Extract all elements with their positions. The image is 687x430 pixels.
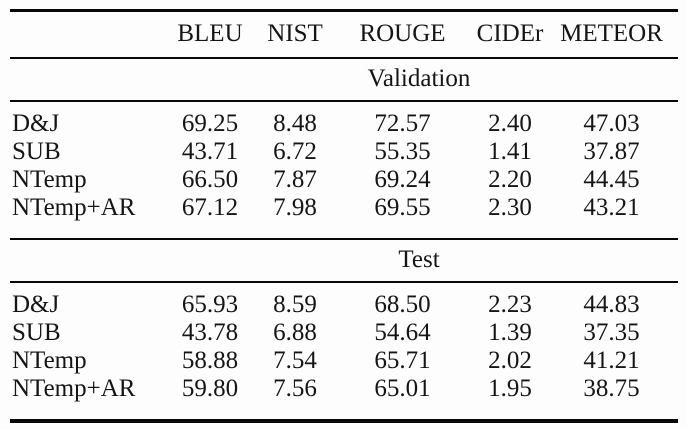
row-label: SUB — [12, 137, 61, 165]
table-row: NTemp+AR 67.12 7.98 69.55 2.30 43.21 — [10, 194, 678, 239]
column-header-meteor: METEOR — [545, 10, 678, 59]
metric-value: 54.64 — [374, 318, 431, 346]
metric-value: 69.55 — [374, 193, 431, 221]
metric-value: 7.56 — [273, 374, 317, 402]
metric-value: 6.88 — [273, 318, 317, 346]
metric-value: 43.71 — [181, 137, 239, 165]
section-title: Test — [160, 238, 678, 283]
metric-value: 37.35 — [583, 318, 640, 346]
metric-value: 2.40 — [488, 109, 532, 137]
metric-value: 72.57 — [374, 109, 431, 137]
metric-value: 2.23 — [488, 290, 532, 318]
table-row: D&J 65.93 8.59 68.50 2.23 44.83 — [10, 282, 678, 319]
metric-value: 66.50 — [181, 165, 239, 193]
metric-value: 58.88 — [181, 346, 239, 374]
metric-value: 55.35 — [374, 137, 431, 165]
metric-value: 8.59 — [273, 290, 317, 318]
column-header-bleu: BLEU — [160, 10, 260, 59]
row-label: SUB — [12, 318, 61, 346]
metric-value: 1.95 — [488, 374, 532, 402]
column-header-empty — [10, 10, 160, 59]
metric-value: 59.80 — [181, 374, 239, 402]
metric-value: 38.75 — [583, 374, 640, 402]
section-test: Test D&J 65.93 8.59 68.50 2.23 44.83 SUB… — [10, 238, 678, 421]
metric-value: 7.98 — [273, 193, 317, 221]
table-row: SUB 43.71 6.72 55.35 1.41 37.87 — [10, 138, 678, 166]
metric-value: 37.87 — [583, 137, 640, 165]
table-row: D&J 69.25 8.48 72.57 2.40 47.03 — [10, 101, 678, 138]
metrics-table: BLEU NIST ROUGE CIDEr METEOR Validation … — [10, 9, 678, 423]
table-row: NTemp 58.88 7.54 65.71 2.02 41.21 — [10, 347, 678, 375]
row-label: D&J — [12, 109, 60, 137]
metric-value: 65.01 — [374, 374, 431, 402]
metric-value: 2.20 — [488, 165, 532, 193]
row-label: NTemp — [12, 165, 87, 193]
section-title-row: Validation — [10, 57, 678, 102]
metric-value: 44.83 — [583, 290, 640, 318]
table-row: SUB 43.78 6.88 54.64 1.39 37.35 — [10, 319, 678, 347]
metric-value: 65.71 — [374, 346, 431, 374]
table-row: NTemp 66.50 7.87 69.24 2.20 44.45 — [10, 166, 678, 194]
row-label: NTemp+AR — [12, 193, 136, 221]
column-header-rouge: ROUGE — [330, 10, 475, 59]
table-header: BLEU NIST ROUGE CIDEr METEOR — [10, 10, 678, 59]
metric-value: 2.30 — [488, 193, 532, 221]
metric-value: 1.39 — [488, 318, 532, 346]
metric-value: 7.87 — [273, 165, 317, 193]
metric-value: 43.21 — [583, 193, 640, 221]
metric-value: 65.93 — [181, 290, 239, 318]
section-title: Validation — [160, 57, 678, 102]
metric-value: 8.48 — [273, 109, 317, 137]
metric-value: 1.41 — [488, 137, 532, 165]
section-title-row: Test — [10, 238, 678, 283]
section-title-spacer — [10, 238, 160, 283]
metric-value: 7.54 — [273, 346, 317, 374]
metric-value: 43.78 — [181, 318, 239, 346]
metric-value: 41.21 — [583, 346, 640, 374]
metric-value: 6.72 — [273, 137, 317, 165]
header-row: BLEU NIST ROUGE CIDEr METEOR — [10, 10, 678, 59]
section-validation: Validation D&J 69.25 8.48 72.57 2.40 47.… — [10, 57, 678, 239]
column-header-cider: CIDEr — [475, 10, 545, 59]
row-label: NTemp+AR — [12, 374, 136, 402]
column-header-nist: NIST — [260, 10, 330, 59]
row-label: D&J — [12, 290, 60, 318]
metric-value: 2.02 — [488, 346, 532, 374]
metric-value: 68.50 — [374, 290, 431, 318]
row-label: NTemp — [12, 346, 87, 374]
section-title-spacer — [10, 57, 160, 102]
metric-value: 67.12 — [181, 193, 239, 221]
metric-value: 69.24 — [374, 165, 431, 193]
metric-value: 44.45 — [583, 165, 640, 193]
metric-value: 47.03 — [583, 109, 640, 137]
metric-value: 69.25 — [181, 109, 239, 137]
table-row: NTemp+AR 59.80 7.56 65.01 1.95 38.75 — [10, 375, 678, 421]
